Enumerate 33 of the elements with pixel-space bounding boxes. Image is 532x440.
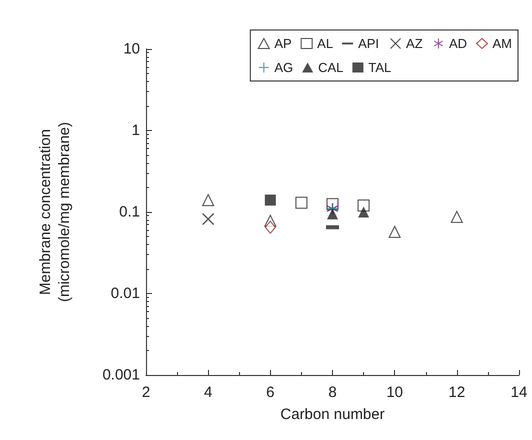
x-tick-label: 10 xyxy=(386,384,404,401)
x-tick-label: 8 xyxy=(328,384,337,401)
legend-label: AM xyxy=(492,36,512,51)
y-tick-label: 10 xyxy=(123,40,140,58)
x-tick-label: 14 xyxy=(510,384,528,401)
point xyxy=(358,200,370,212)
legend-label: AD xyxy=(448,36,468,51)
x-tick-label: 4 xyxy=(204,384,212,401)
y-tick-label: 1 xyxy=(132,122,140,139)
legend-label: TAL xyxy=(368,60,392,75)
x-axis-title: Carbon number xyxy=(280,406,385,423)
legend-label: CAL xyxy=(318,60,344,75)
point xyxy=(327,208,338,220)
x-tick-label: 2 xyxy=(142,384,150,401)
legend-label: AZ xyxy=(406,36,423,51)
x-tick-label: 12 xyxy=(448,384,466,401)
y-tick-label: 0.001 xyxy=(102,366,140,384)
legend-label: API xyxy=(358,36,380,51)
point xyxy=(450,210,463,223)
y-tick-label: 0.01 xyxy=(110,285,140,302)
point xyxy=(264,220,276,234)
legend-label: AG xyxy=(274,60,294,75)
legend-label: AL xyxy=(317,36,334,51)
y-axis-title: Membrane concentration (micromole/mg membrane) xyxy=(37,122,73,302)
point xyxy=(202,212,214,226)
x-tick-label: 6 xyxy=(266,384,275,401)
point xyxy=(264,194,276,206)
y-tick-label: 0.1 xyxy=(119,204,140,220)
point xyxy=(202,194,214,206)
legend-label: AP xyxy=(274,36,292,51)
point xyxy=(358,206,370,218)
point xyxy=(388,226,401,238)
point xyxy=(295,196,308,209)
